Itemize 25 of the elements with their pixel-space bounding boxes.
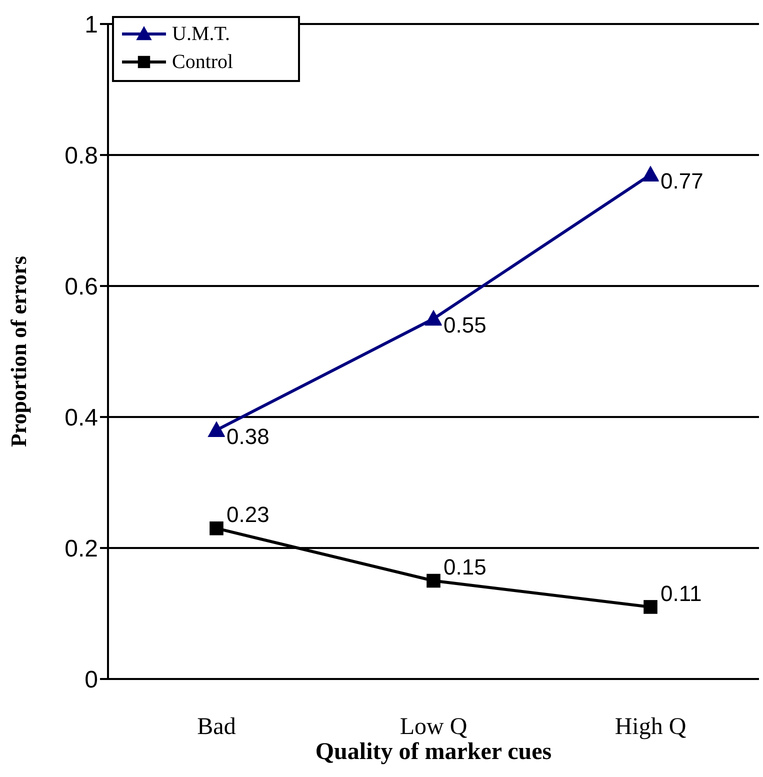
x-tick-label: Low Q xyxy=(400,714,468,740)
y-tick-label: 0.6 xyxy=(64,274,98,301)
legend-label: U.M.T. xyxy=(172,22,230,46)
data-label: 0.15 xyxy=(444,554,486,580)
point xyxy=(210,521,224,536)
data-label: 0.38 xyxy=(226,424,270,449)
legend-label: Control xyxy=(172,50,234,74)
y-axis-title: Proportion of errors xyxy=(6,256,31,448)
point xyxy=(644,600,658,614)
data-label: 0.55 xyxy=(444,312,486,338)
y-tick-label: 0.8 xyxy=(64,142,98,170)
y-tick-label: 0 xyxy=(84,666,98,694)
x-tick-label: Bad xyxy=(197,714,236,740)
data-label: 0.23 xyxy=(226,502,270,528)
y-tick-label: 1 xyxy=(84,12,98,39)
point xyxy=(425,310,442,326)
point xyxy=(642,166,659,182)
x-axis-title: Quality of marker cues xyxy=(315,739,552,765)
data-label: 0.11 xyxy=(660,580,702,606)
x-tick-label: High Q xyxy=(614,714,686,740)
y-tick-label: 0.4 xyxy=(64,404,98,432)
point xyxy=(426,574,440,588)
point xyxy=(208,422,225,437)
y-tick-label: 0.2 xyxy=(64,536,98,563)
data-label: 0.77 xyxy=(660,168,704,194)
